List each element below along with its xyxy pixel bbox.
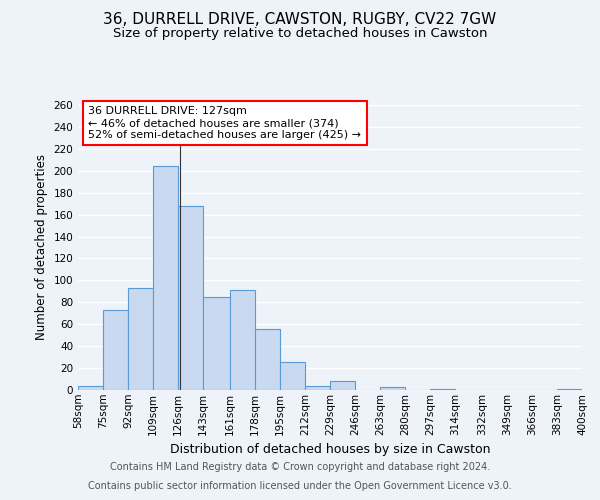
Text: Contains HM Land Registry data © Crown copyright and database right 2024.: Contains HM Land Registry data © Crown c… — [110, 462, 490, 472]
Bar — [78, 386, 103, 390]
X-axis label: Distribution of detached houses by size in Cawston: Distribution of detached houses by size … — [170, 443, 490, 456]
Bar — [103, 310, 128, 390]
Text: 36, DURRELL DRIVE, CAWSTON, RUGBY, CV22 7GW: 36, DURRELL DRIVE, CAWSTON, RUGBY, CV22 … — [103, 12, 497, 28]
Bar — [305, 386, 330, 390]
Bar — [203, 297, 230, 390]
Text: 36 DURRELL DRIVE: 127sqm
← 46% of detached houses are smaller (374)
52% of semi-: 36 DURRELL DRIVE: 127sqm ← 46% of detach… — [88, 106, 361, 140]
Bar — [330, 381, 355, 390]
Bar — [255, 328, 280, 390]
Bar — [128, 288, 153, 390]
Bar — [230, 290, 255, 390]
Text: Size of property relative to detached houses in Cawston: Size of property relative to detached ho… — [113, 28, 487, 40]
Text: Contains public sector information licensed under the Open Government Licence v3: Contains public sector information licen… — [88, 481, 512, 491]
Bar — [380, 386, 405, 390]
Y-axis label: Number of detached properties: Number of detached properties — [35, 154, 48, 340]
Bar — [280, 362, 305, 390]
Bar — [178, 206, 203, 390]
Bar — [153, 166, 178, 390]
Bar — [557, 389, 582, 390]
Bar — [430, 389, 455, 390]
